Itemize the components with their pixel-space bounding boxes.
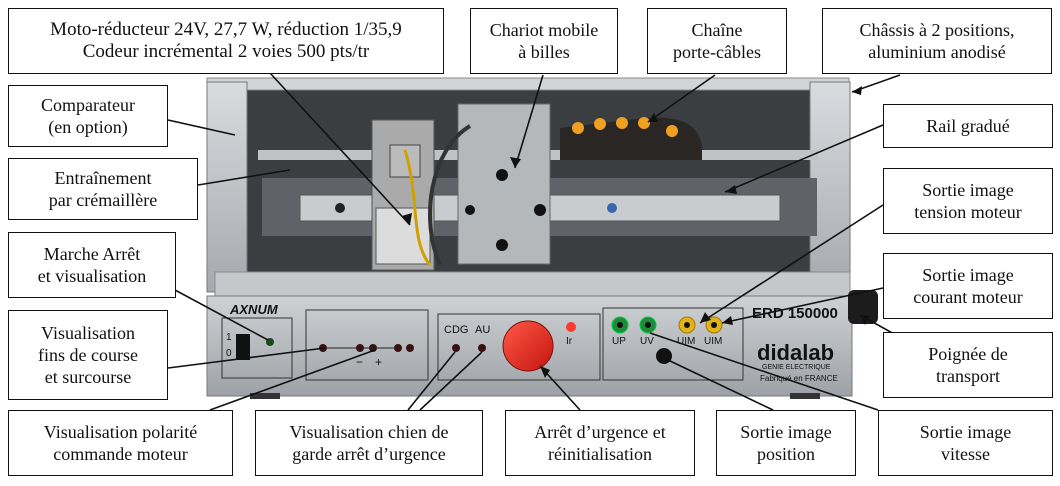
panel-plus: + [375,355,383,369]
panel-au: AU [475,324,491,336]
label-sortie-courant: Sortie image courant moteur [883,253,1053,319]
panel-uim-1: UIM [677,336,696,347]
rail-mark-2 [607,203,617,213]
chassis-back [207,80,849,275]
transport-handle [848,290,878,324]
motor-top [389,144,421,178]
panel-maker-sub: GENIE ELECTRIQUE [762,364,831,371]
cable-chain [560,117,702,160]
label-chien: Visualisation chien de garde arrêt d’urg… [255,410,483,476]
motor-label [375,207,431,265]
reset-led [566,322,576,332]
label-sortie-vitesse: Sortie image vitesse [878,410,1053,476]
power-led [266,338,274,346]
motor-body [371,119,435,271]
chariot-plate [457,103,551,265]
panel-uim-2: UIM [704,336,723,347]
rail-scale [299,194,781,222]
panel-ir: Ir [566,336,573,347]
label-sortie-tension: Sortie image tension moteur [883,168,1053,234]
base-top [214,271,851,299]
panel-switch-0: 0 [226,348,232,359]
label-chariot: Chariot mobile à billes [470,8,618,74]
panel-maker: didalab [757,340,835,365]
panel-fab: Fabriqué en FRANCE [760,374,838,383]
rail [262,178,817,236]
feet-right [790,393,820,399]
label-poignee: Poignée de transport [883,332,1053,398]
emergency-stop-button [502,320,554,372]
panel-model: ERD 150000 [752,305,838,322]
label-arret: Arrêt d’urgence et réinitialisation [505,410,695,476]
switch-box [221,317,293,379]
panel-cdg: CDG [444,324,469,336]
panel-uv: UV [640,336,654,347]
panel-switch-1: 1 [226,332,232,343]
chariot-cable [428,124,472,266]
label-chassis: Châssis à 2 positions, aluminium anodisé [822,8,1052,74]
label-rail: Rail gradué [883,104,1053,148]
chassis-top [206,77,850,91]
feet-left [250,393,280,399]
power-switch [236,334,250,360]
rail-rod-top [258,150,818,160]
label-chaine: Chaîne porte-câbles [647,8,787,74]
label-entrainement: Entraînement par crémaillère [8,158,198,220]
motor-wires [403,149,432,266]
label-sortie-position: Sortie image position [716,410,856,476]
polarity-box [305,309,429,381]
panel-up: UP [612,336,626,347]
label-marche: Marche Arrêt et visualisation [8,232,176,298]
left-plate [206,81,248,293]
rail-mark-1 [335,203,345,213]
label-polarite: Visualisation polarité commande moteur [8,410,233,476]
panel-brand: AXNUM [230,302,278,317]
right-plate [809,81,851,293]
label-comparateur: Comparateur (en option) [8,85,168,147]
label-fins: Visualisation fins de course et surcours… [8,310,168,400]
panel-minus: − [356,355,364,369]
label-motor: Moto-réducteur 24V, 27,7 W, réduction 1/… [8,8,444,74]
